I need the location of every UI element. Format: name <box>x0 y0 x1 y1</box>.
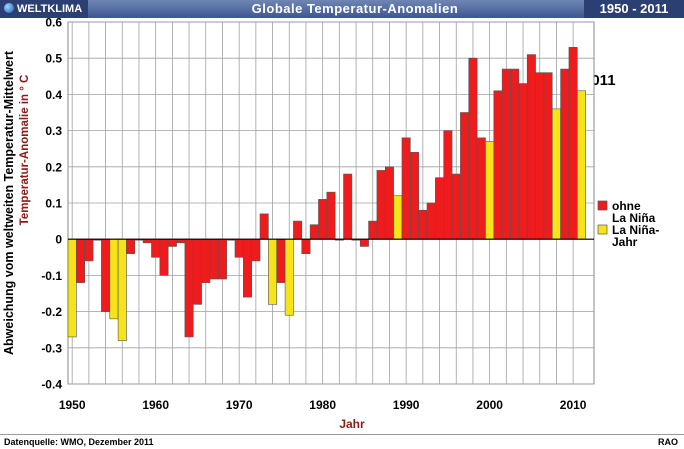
bar-1975 <box>276 238 286 283</box>
y-tick-label: 0 <box>55 233 62 247</box>
legend-label-0-1: La Niña <box>612 211 656 225</box>
bar-2003 <box>510 68 520 240</box>
bar-1981 <box>326 191 336 240</box>
footer: Datenquelle: WMO, Dezember 2011 RAO <box>0 434 684 449</box>
y-tick-label: 0.4 <box>45 88 62 102</box>
legend-label-1-0: La Niña- <box>612 223 659 237</box>
bar-1954 <box>101 238 111 312</box>
header-bar <box>0 0 684 18</box>
legend-label-0-0: ohne <box>612 199 641 213</box>
bar-1986 <box>368 220 378 240</box>
bar-1960 <box>151 238 161 258</box>
y-axis-inner-label: Temperatur-Anomalie in ° C <box>19 75 31 226</box>
x-tick-label: 1990 <box>393 398 420 412</box>
brand-badge: WELTKLIMA <box>0 0 88 18</box>
x-tick-label: 1950 <box>59 398 86 412</box>
bar-1965 <box>192 238 202 305</box>
bar-1961 <box>159 238 169 276</box>
data-source: Datenquelle: WMO, Dezember 2011 <box>4 437 154 447</box>
bar-1967 <box>209 238 219 280</box>
bar-2000 <box>485 141 495 240</box>
y-tick-label: 0.2 <box>45 160 62 174</box>
y-tick-label: -0.3 <box>41 341 62 355</box>
bar-1957 <box>126 238 136 254</box>
bar-2001 <box>493 90 503 240</box>
bar-2009 <box>560 68 570 240</box>
y-tick-label: -0.2 <box>41 305 62 319</box>
bar-1991 <box>410 152 419 240</box>
year-range: 1950 - 2011 <box>584 0 684 18</box>
bar-1951 <box>76 238 85 283</box>
bar-2008 <box>551 108 561 240</box>
legend-label-1-1: Jahr <box>612 235 638 249</box>
bar-1950 <box>67 238 77 338</box>
bar-2007 <box>543 72 553 240</box>
x-tick-label: 1960 <box>142 398 169 412</box>
credit: RAO <box>658 437 678 447</box>
bar-1974 <box>268 238 278 305</box>
x-axis-label: Jahr <box>339 417 365 431</box>
temperature-anomaly-chart: Abweichung vom weltweiten Temperatur-Mit… <box>2 16 659 432</box>
bar-1987 <box>376 170 386 240</box>
bar-1977 <box>293 220 303 240</box>
x-tick-label: 2000 <box>476 398 503 412</box>
bar-1994 <box>435 177 445 240</box>
bar-1968 <box>217 238 227 280</box>
bar-2004 <box>518 83 528 240</box>
bar-1955 <box>109 238 119 320</box>
bar-1988 <box>384 166 394 240</box>
bar-1996 <box>451 173 461 240</box>
legend-swatch-0 <box>597 200 608 211</box>
bar-1992 <box>418 209 428 240</box>
y-tick-label: 0.1 <box>45 197 62 211</box>
bar-2006 <box>535 72 545 240</box>
bar-1993 <box>426 202 436 240</box>
bar-1983 <box>343 173 353 240</box>
bar-1966 <box>201 238 211 283</box>
bar-2002 <box>501 68 511 240</box>
bar-1980 <box>318 199 328 240</box>
bar-1952 <box>84 238 94 262</box>
y-tick-label: -0.1 <box>41 269 62 283</box>
brand-name: WELTKLIMA <box>17 3 83 15</box>
globe-icon <box>4 3 14 13</box>
bar-2011 <box>577 90 586 240</box>
bar-1985 <box>359 238 369 247</box>
bar-1990 <box>401 137 411 240</box>
bar-1978 <box>301 238 311 254</box>
legend-swatch-1 <box>597 224 608 235</box>
x-tick-label: 1980 <box>309 398 336 412</box>
bar-1997 <box>460 112 470 240</box>
y-tick-label: 0.3 <box>45 124 62 138</box>
bar-1989 <box>393 195 403 240</box>
bar-1998 <box>468 57 478 240</box>
bar-1970 <box>234 238 244 258</box>
y-tick-label: 0.6 <box>45 16 62 30</box>
bar-1995 <box>443 130 453 240</box>
bar-1973 <box>259 213 269 240</box>
y-tick-label: 0.5 <box>45 52 62 66</box>
bar-1962 <box>167 238 177 247</box>
bar-1979 <box>309 224 319 240</box>
bar-2010 <box>568 47 578 240</box>
x-tick-label: 2010 <box>560 398 587 412</box>
page-title: Globale Temperatur-Anomalien <box>251 1 459 16</box>
x-tick-label: 1970 <box>226 398 253 412</box>
bar-1972 <box>251 238 261 262</box>
bar-2005 <box>526 54 536 240</box>
bar-1976 <box>284 238 294 316</box>
bar-1964 <box>184 238 194 338</box>
y-tick-label: -0.4 <box>41 378 62 392</box>
bar-1971 <box>243 238 252 298</box>
bar-1956 <box>117 238 127 341</box>
bar-1999 <box>476 137 486 240</box>
y-axis-outer-label: Abweichung vom weltweiten Temperatur-Mit… <box>2 50 16 355</box>
